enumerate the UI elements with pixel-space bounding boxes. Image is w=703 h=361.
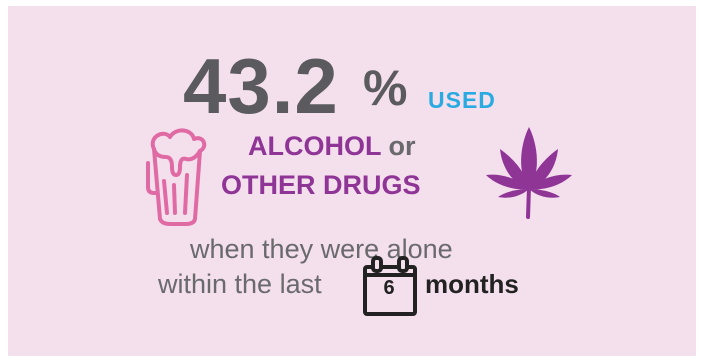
stat-percent-sign: % [363,60,408,116]
used-label: USED [428,87,496,113]
context-line-alone: when they were alone [190,234,453,264]
substance-line-alcohol: ALCOHOL or [248,130,416,162]
beer-glass-icon [146,128,207,226]
infographic-card [8,6,696,356]
other-drugs-label: OTHER DRUGS [221,170,421,200]
stat-value: 43.2 [183,42,339,130]
months-label: months [425,269,519,299]
cannabis-leaf-icon [486,127,572,219]
calendar-icon [363,256,417,316]
alcohol-label: ALCOHOL [248,131,381,161]
calendar-number: 6 [383,277,395,299]
or-label: or [388,131,416,161]
context-line-within: within the last [158,269,322,299]
